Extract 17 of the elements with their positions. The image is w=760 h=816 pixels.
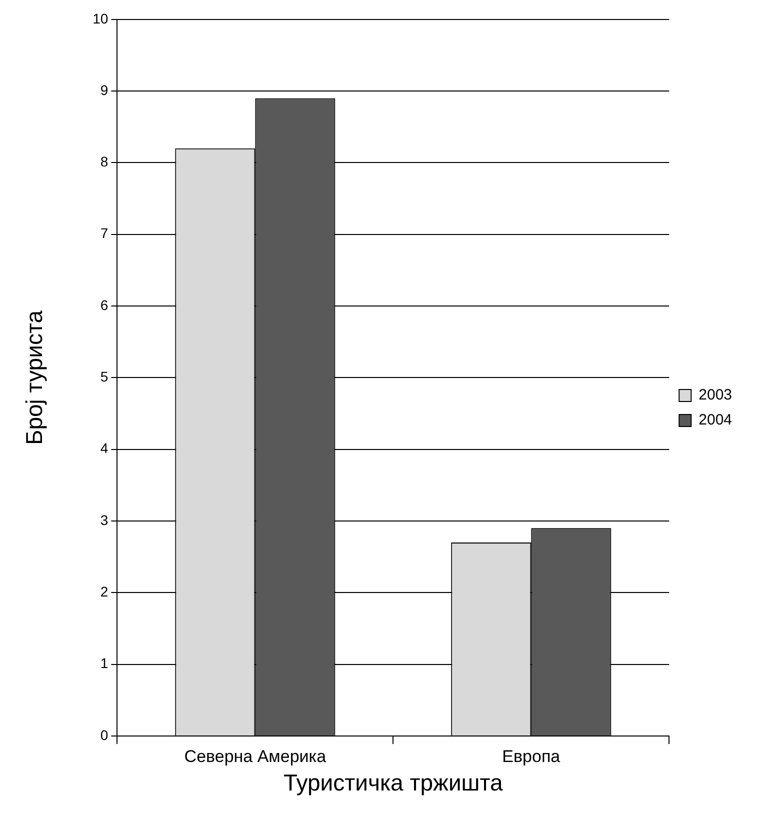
- y-tick-label: 1: [100, 655, 108, 672]
- legend-label: 2004: [698, 412, 732, 429]
- y-tick-label: 7: [100, 225, 108, 242]
- x-tick-label: Европа: [502, 746, 561, 766]
- y-tick-label: 8: [100, 154, 108, 170]
- y-tick-label: 2: [100, 584, 108, 600]
- y-tick-label: 4: [100, 440, 108, 456]
- x-axis-title: Туристичка тржишта: [283, 770, 504, 796]
- y-tick-label: 5: [100, 368, 108, 385]
- y-tick-label: 10: [92, 10, 108, 26]
- y-axis-title: Број туриста: [21, 310, 48, 445]
- x-tick-label: Северна Америка: [184, 746, 327, 766]
- y-tick-label: 6: [100, 296, 108, 313]
- legend-label: 2003: [698, 386, 732, 404]
- y-tick-label: 9: [100, 82, 108, 98]
- y-tick-label: 3: [100, 512, 108, 528]
- y-tick-label: 0: [100, 726, 108, 743]
